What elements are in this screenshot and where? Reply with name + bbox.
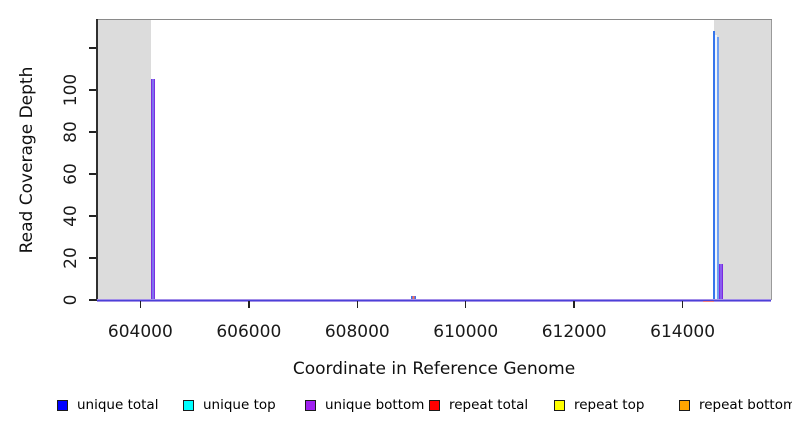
plot-area xyxy=(89,18,772,308)
coverage-spike xyxy=(719,264,723,299)
legend-label: repeat top xyxy=(574,397,645,413)
coverage-spike xyxy=(150,79,155,299)
x-axis-tick xyxy=(356,300,359,308)
y-axis-tick xyxy=(89,215,96,217)
legend: unique total unique top unique bottom repea… xyxy=(0,394,792,420)
x-axis-tick xyxy=(248,300,250,308)
y-axis-tick xyxy=(89,47,96,49)
legend-item: unique bottom xyxy=(305,394,424,416)
coverage-spike xyxy=(411,295,417,299)
legend-item: repeat total xyxy=(429,394,528,416)
legend-label: unique bottom xyxy=(325,397,425,413)
legend-swatch-icon xyxy=(679,399,690,411)
y-axis-tick xyxy=(89,89,96,91)
y-axis-tick xyxy=(89,131,96,133)
legend-item: repeat bottom xyxy=(679,394,792,416)
y-axis-title: Read Coverage Depth xyxy=(17,66,37,254)
plot-top-border xyxy=(96,18,772,20)
coverage-baseline xyxy=(97,298,771,302)
y-tick-label: 0 xyxy=(61,294,81,306)
y-axis-tick xyxy=(89,257,96,259)
legend-label: repeat bottom xyxy=(699,397,792,413)
coverage-spike xyxy=(714,35,717,299)
y-tick-label: 20 xyxy=(61,247,81,269)
x-axis-tick xyxy=(139,300,142,308)
y-axis-tick xyxy=(89,173,96,175)
x-axis-tick xyxy=(573,300,575,308)
shaded-region-band xyxy=(97,20,152,300)
legend-label: unique total xyxy=(77,397,159,413)
x-tick-label: 604000 xyxy=(107,322,173,342)
legend-item: unique top xyxy=(183,394,276,416)
legend-swatch-icon xyxy=(554,399,565,411)
legend-item: repeat top xyxy=(554,394,644,416)
y-axis-tick xyxy=(89,299,96,301)
x-axis-tick xyxy=(681,300,684,308)
shaded-region-band xyxy=(713,20,772,300)
legend-label: repeat total xyxy=(449,397,529,413)
x-tick-label: 608000 xyxy=(324,322,390,342)
legend-label: unique top xyxy=(203,397,276,413)
legend-swatch-icon xyxy=(429,399,440,411)
coverage-spike xyxy=(716,37,719,299)
repeat-baseline-segment xyxy=(703,301,714,303)
coverage-spike xyxy=(712,31,715,299)
y-tick-label: 100 xyxy=(61,73,81,107)
legend-swatch-icon xyxy=(57,399,68,411)
y-tick-label: 60 xyxy=(61,163,81,185)
y-axis-line xyxy=(96,19,98,301)
legend-swatch-icon xyxy=(305,399,316,411)
legend-swatch-icon xyxy=(183,399,194,411)
x-axis-tick xyxy=(464,300,467,308)
y-tick-label: 80 xyxy=(61,121,81,143)
x-tick-label: 614000 xyxy=(650,322,716,342)
x-tick-label: 612000 xyxy=(541,322,607,342)
legend-item: unique total xyxy=(57,394,158,416)
x-tick-label: 610000 xyxy=(433,322,499,342)
x-axis-title: Coordinate in Reference Genome xyxy=(292,359,576,379)
x-tick-label: 606000 xyxy=(216,322,282,342)
y-tick-label: 40 xyxy=(61,205,81,227)
